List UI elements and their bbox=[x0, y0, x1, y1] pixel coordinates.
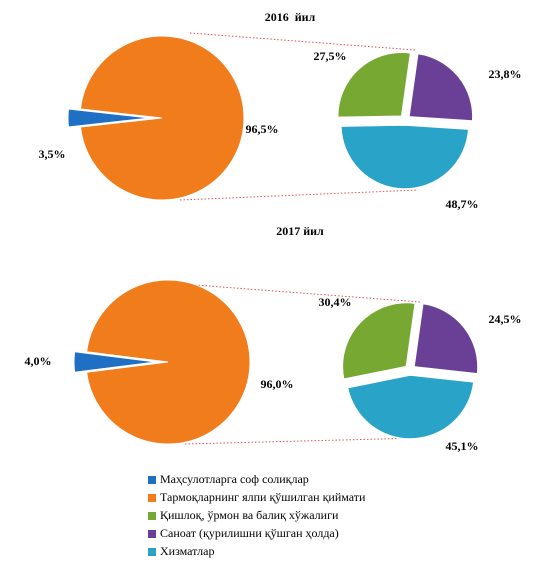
legend-swatch bbox=[148, 512, 156, 520]
legend-swatch bbox=[148, 476, 156, 484]
sub-pie-slice bbox=[341, 301, 417, 381]
legend-label: Қишлоқ, ўрмон ва балиқ хўжалиги bbox=[160, 508, 339, 522]
sub-pie-slice bbox=[346, 374, 475, 440]
pie-slice bbox=[79, 35, 245, 201]
data-label: 27,5% bbox=[314, 49, 347, 63]
data-label: 96,0% bbox=[261, 377, 294, 391]
data-label: 4,0% bbox=[25, 354, 52, 368]
legend-label: Саноат (қурилишни қўшган ҳолда) bbox=[160, 526, 339, 540]
sub-pie-slice bbox=[413, 302, 479, 375]
data-label: 24,5% bbox=[489, 312, 522, 326]
pie-slice bbox=[67, 108, 151, 128]
connector-line bbox=[194, 284, 421, 303]
sub-pie-slice bbox=[408, 52, 474, 122]
chart-title: 2017 йил bbox=[276, 224, 324, 238]
data-label: 30,4% bbox=[319, 295, 352, 309]
pie-slice bbox=[86, 279, 251, 445]
data-label: 23,8% bbox=[489, 67, 522, 81]
legend-label: Хизматлар bbox=[160, 544, 214, 558]
data-label: 96,5% bbox=[246, 122, 279, 136]
legend-swatch bbox=[148, 494, 156, 502]
legend-swatch bbox=[148, 530, 156, 538]
data-label: 45,1% bbox=[446, 439, 479, 453]
sub-pie-slice bbox=[336, 51, 412, 119]
connector-line bbox=[189, 32, 416, 51]
connector-line bbox=[184, 437, 421, 445]
data-label: 3,5% bbox=[39, 147, 66, 161]
legend-label: Тармоқларнинг ялпи қўшилган қиймати bbox=[160, 490, 366, 504]
sub-pie-slice bbox=[340, 124, 470, 190]
chart-title: 2016 йил bbox=[265, 10, 316, 24]
legend-swatch bbox=[148, 548, 156, 556]
connector-line bbox=[179, 189, 419, 201]
legend-label: Маҳсулотларга соф солиқлар bbox=[160, 472, 309, 486]
data-label: 48,7% bbox=[446, 197, 479, 211]
pie-slice bbox=[73, 351, 157, 373]
